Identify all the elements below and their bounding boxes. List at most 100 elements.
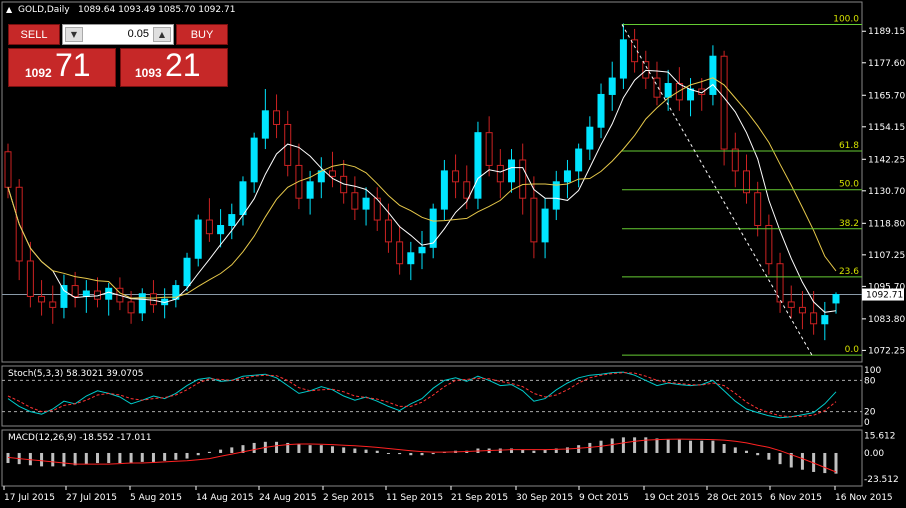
candle-body (71, 285, 79, 297)
macd-histogram-bar (219, 449, 223, 453)
macd-histogram-bar (140, 452, 144, 462)
candle-body (821, 315, 829, 325)
candle-body (765, 224, 773, 265)
fibo-level-label: 61.8 (839, 141, 859, 151)
date-tick-label: 9 Oct 2015 (579, 493, 629, 503)
candle-body (239, 181, 247, 216)
macd-histogram-bar (834, 452, 838, 474)
candle-body (60, 285, 68, 308)
fast-moving-average (7, 69, 837, 313)
lot-size-value[interactable]: 0.05 (127, 28, 149, 40)
price-tick-label: 1083.80 (868, 315, 905, 325)
macd-histogram-bar (84, 452, 88, 465)
macd-tick-label: 15.612 (864, 432, 896, 442)
candle-body (787, 301, 795, 308)
pane-border (1, 429, 863, 487)
candle-body (429, 208, 437, 248)
macd-histogram-bar (633, 437, 637, 453)
candle-body (776, 263, 784, 303)
date-tick-label: 30 Sep 2015 (516, 493, 573, 503)
fibonacci-retracement: 100.0 61.8 50.0 38.2 23.6 0.0 (621, 15, 862, 356)
candle-body (586, 126, 594, 150)
macd-histogram-bar (510, 448, 514, 453)
ask-price-pips: 21 (165, 47, 201, 83)
date-tick-label: 17 Jul 2015 (4, 493, 55, 503)
macd-histogram-bar (62, 452, 66, 467)
slow-moving-average (7, 77, 837, 299)
macd-histogram-bar (700, 440, 704, 453)
candle-body (4, 151, 12, 188)
pane-border (1, 1, 863, 363)
macd-histogram-bar (163, 452, 167, 461)
lot-decrease-icon[interactable]: ▼ (65, 27, 83, 42)
lot-increase-icon[interactable]: ▲ (153, 27, 171, 42)
candle-body (194, 219, 202, 259)
macd-histogram-bar (319, 445, 323, 453)
macd-histogram-bar (767, 452, 771, 460)
date-tick-label: 21 Sep 2015 (451, 493, 508, 503)
candle-body (530, 197, 538, 243)
candle-body (328, 170, 336, 177)
fibo-level-label: 0.0 (845, 345, 860, 355)
candle-body (832, 294, 840, 304)
candle-body (82, 290, 90, 297)
date-tick-label: 2 Sep 2015 (323, 493, 374, 503)
sell-button[interactable]: SELL (8, 24, 60, 45)
macd-histogram-bar (554, 448, 558, 453)
macd-histogram-bar (308, 445, 312, 453)
macd-histogram-bar (532, 450, 536, 453)
candle-body (38, 295, 46, 303)
fibo-level-label: 100.0 (833, 15, 859, 25)
macd-histogram-bar (118, 452, 122, 464)
candle-body (418, 246, 426, 254)
ohlc-values: 1089.64 1093.49 1085.70 1092.71 (78, 5, 235, 15)
macd-histogram-bar (733, 447, 737, 453)
macd-histogram-bar (6, 452, 10, 464)
candle-body (485, 132, 493, 166)
macd-histogram-bar (812, 452, 816, 472)
macd-histogram-bar (73, 452, 77, 466)
macd-histogram-bar (711, 440, 715, 453)
macd-histogram-bar (431, 452, 435, 455)
bid-price-box[interactable]: 1092 71 (8, 47, 116, 87)
macd-histogram-bar (565, 447, 569, 453)
buy-button[interactable]: BUY (176, 24, 228, 45)
candle-body (720, 55, 728, 150)
macd-histogram-bar (96, 452, 100, 464)
candle-body (407, 252, 415, 265)
macd-histogram-bar (207, 451, 211, 453)
macd-histogram-bar (756, 452, 760, 456)
macd-histogram-bar (789, 452, 793, 468)
stoch-signal-line (7, 372, 837, 418)
macd-histogram-bar (521, 449, 525, 453)
macd-label: MACD(12,26,9) -18.552 -17.011 (8, 433, 152, 443)
macd-histogram-bar (185, 452, 189, 459)
macd-histogram-bar (252, 442, 256, 453)
candle-body (653, 77, 661, 98)
candle-body (373, 197, 381, 221)
macd-histogram-bar (174, 452, 178, 460)
candle-body (810, 312, 818, 325)
macd-histogram-bar (398, 452, 402, 455)
stoch-label: Stoch(5,3,3) 58.3021 39.0705 (8, 369, 143, 379)
symbol-menu-icon: ▲ (6, 5, 13, 14)
ask-price-box[interactable]: 1093 21 (120, 47, 228, 87)
candle-body (396, 241, 404, 265)
candle-body (541, 208, 549, 243)
candle-body (26, 260, 34, 297)
candle-body (105, 287, 113, 300)
candle-body (149, 293, 157, 306)
macd-histogram-bar (40, 452, 44, 467)
candle-body (384, 219, 392, 243)
candle-body (709, 55, 717, 95)
candle-body (49, 301, 57, 308)
price-tick-label: 1095.70 (868, 282, 905, 292)
candle-body (351, 192, 359, 210)
stoch-tick-label: 100 (864, 366, 881, 376)
last-price-tag (862, 288, 904, 301)
lot-size-field[interactable]: ▼ 0.05 ▲ (62, 24, 174, 45)
macd-histogram-bar (330, 446, 334, 453)
candle-body (463, 181, 471, 199)
macd-signal-line (7, 438, 837, 473)
